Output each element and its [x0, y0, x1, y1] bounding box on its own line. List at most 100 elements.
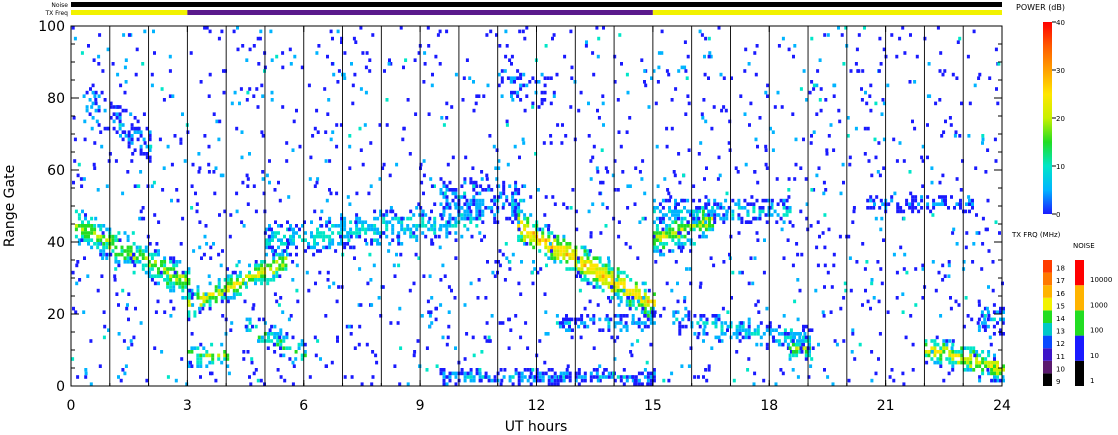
echo-cell [481, 375, 485, 379]
noise-cell [533, 267, 537, 271]
noise-cell [420, 180, 424, 185]
echo-cell [951, 364, 955, 368]
noise-cell [472, 80, 475, 84]
noise-cell [818, 98, 822, 102]
noise-cell [141, 62, 145, 66]
echo-cell [147, 274, 151, 278]
noise-cell [364, 238, 367, 242]
echo-cell [196, 292, 200, 296]
noise-cell [832, 94, 836, 98]
noise-cell [613, 357, 617, 361]
echo-cell [475, 206, 479, 210]
noise-cell [438, 227, 442, 232]
noise-cell [76, 173, 80, 178]
echo-cell [271, 249, 274, 253]
echo-cell [968, 202, 971, 206]
noise-cell [909, 314, 913, 318]
noise-cell [291, 278, 295, 282]
echo-cell [665, 234, 669, 239]
echo-cell [652, 292, 656, 296]
noise-cell [622, 288, 626, 293]
noise-cell [255, 87, 259, 91]
echo-cell [926, 195, 930, 199]
echo-cell [930, 339, 934, 343]
noise-cell [372, 263, 376, 268]
noise-cell [446, 162, 450, 167]
noise-cell [857, 69, 861, 73]
echo-cell [996, 371, 999, 376]
noise-cell [861, 242, 865, 246]
echo-cell [698, 227, 702, 232]
echo-cell [580, 256, 584, 260]
noise-cell [564, 134, 568, 138]
echo-cell [111, 242, 115, 246]
echo-cell [121, 123, 125, 127]
noise-cell [89, 382, 93, 386]
noise-cell [955, 242, 959, 246]
echo-cell [659, 242, 662, 246]
echo-cell [729, 321, 733, 325]
echo-cell [707, 202, 711, 206]
noise-cell [818, 58, 822, 62]
echo-cell [999, 368, 1002, 372]
noise-cell [938, 69, 942, 73]
noise-cell [493, 274, 497, 278]
echo-cell [932, 198, 936, 203]
echo-cell [472, 180, 476, 185]
noise-cell [851, 328, 855, 332]
echo-cell [373, 209, 377, 214]
echo-cell [607, 375, 611, 379]
noise-cell [188, 288, 192, 293]
echo-cell [138, 249, 142, 253]
noise-cell [577, 108, 581, 113]
x-tick-label: 15 [644, 398, 662, 414]
noise-cell [464, 155, 468, 160]
noise-cell [744, 162, 748, 167]
noise-cell [523, 36, 527, 41]
noise-cell [740, 270, 744, 275]
echo-cell [804, 350, 808, 354]
noise-cell [987, 285, 990, 289]
echo-cell [604, 375, 608, 379]
echo-cell [379, 213, 383, 217]
noise-cell [596, 303, 600, 307]
echo-cell [744, 335, 748, 340]
echo-cell [610, 267, 614, 271]
echo-cell [920, 206, 924, 210]
echo-cell [659, 234, 662, 239]
echo-cell [966, 368, 970, 372]
noise-cell [400, 216, 404, 221]
echo-cell [987, 353, 991, 358]
echo-cell [565, 368, 569, 372]
echo-cell [619, 321, 623, 325]
echo-cell [996, 364, 999, 368]
echo-cell [749, 220, 753, 224]
echo-cell [445, 195, 449, 199]
echo-cell [118, 116, 122, 120]
echo-cell [448, 206, 452, 210]
echo-cell [478, 216, 482, 221]
echo-cell [132, 270, 136, 275]
echo-cell [519, 83, 523, 88]
noise-cell [328, 159, 332, 163]
echo-cell [157, 267, 160, 271]
echo-cell [544, 252, 548, 257]
noise-cell [771, 148, 775, 152]
echo-cell [275, 260, 279, 264]
echo-cell [472, 375, 476, 379]
echo-cell [172, 274, 176, 278]
echo-cell [720, 324, 724, 329]
echo-cell [692, 209, 696, 214]
noise-cell [324, 314, 328, 318]
echo-cell [232, 296, 236, 300]
noise-cell [314, 281, 317, 286]
echo-cell [613, 321, 617, 325]
noise-cell [997, 62, 1001, 66]
noise-cell [346, 195, 350, 199]
noise-cell [124, 58, 128, 62]
noise-cell [305, 270, 309, 275]
echo-cell [267, 332, 270, 336]
echo-cell [105, 245, 109, 250]
noise-cell [773, 105, 777, 109]
echo-cell [607, 371, 611, 376]
